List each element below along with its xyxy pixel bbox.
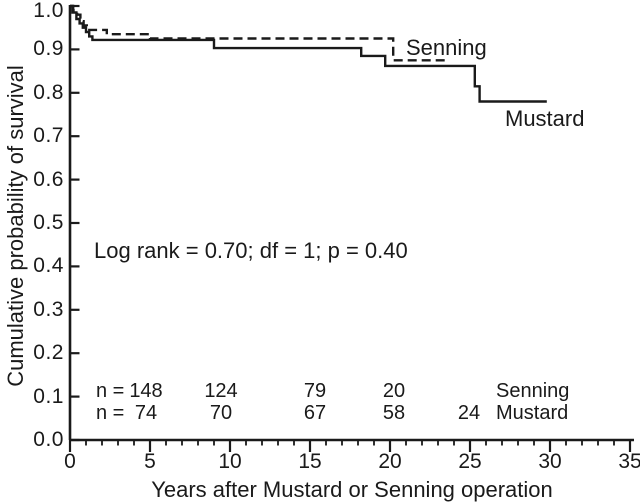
risk-count: 20 xyxy=(382,380,406,402)
risk-count: 74 xyxy=(134,402,158,424)
risk-count: 70 xyxy=(209,402,233,424)
y-tick-label: 0.8 xyxy=(33,80,64,104)
x-tick-label: 30 xyxy=(538,450,562,473)
y-tick-label: 0.1 xyxy=(33,384,64,408)
numbers-at-risk-row-mustard: n = 74 70 67 58 24 Mustard xyxy=(0,402,640,424)
risk-count: 58 xyxy=(382,402,406,424)
y-tick-label: 0.4 xyxy=(33,254,64,278)
mustard-survival-curve xyxy=(70,4,547,103)
x-tick-label: 15 xyxy=(298,450,322,473)
x-tick-label: 25 xyxy=(458,450,482,473)
y-tick-label: 1.0 xyxy=(33,0,64,22)
x-tick-label: 10 xyxy=(218,450,242,473)
risk-series-label: Mustard xyxy=(496,402,569,424)
risk-count: 148 xyxy=(129,380,163,402)
risk-count: 124 xyxy=(204,380,238,402)
x-tick-label: 0 xyxy=(64,450,76,473)
y-axis-title: Cumulative probability of survival xyxy=(3,65,28,387)
numbers-at-risk-row-senning: n = 148 124 79 20 Senning xyxy=(0,380,640,402)
x-tick-label: 20 xyxy=(378,450,402,473)
risk-count: 79 xyxy=(303,380,327,402)
y-tick-label: 0.2 xyxy=(33,341,64,365)
senning-curve-label: Senning xyxy=(406,35,487,60)
y-tick-label: 0.7 xyxy=(33,124,64,148)
y-tick-label: 0.3 xyxy=(33,297,64,321)
risk-prefix: n = xyxy=(96,402,125,424)
risk-count: 24 xyxy=(457,402,481,424)
log-rank-annotation: Log rank = 0.70; df = 1; p = 0.40 xyxy=(94,238,408,263)
x-tick-label: 35 xyxy=(618,450,640,473)
x-tick-label: 5 xyxy=(144,450,156,473)
senning-survival-curve xyxy=(70,4,446,62)
mustard-curve-label: Mustard xyxy=(505,106,585,131)
risk-count: 67 xyxy=(303,402,327,424)
y-tick-label: 0.9 xyxy=(33,37,64,61)
y-tick-label: 0.6 xyxy=(33,167,64,191)
y-tick-label: 0.0 xyxy=(33,428,64,451)
y-tick-label: 0.5 xyxy=(33,211,64,234)
axis-ticks xyxy=(68,4,632,452)
risk-prefix: n = xyxy=(96,380,125,402)
risk-series-label: Senning xyxy=(496,380,570,402)
x-axis-title: Years after Mustard or Senning operation xyxy=(151,477,553,502)
